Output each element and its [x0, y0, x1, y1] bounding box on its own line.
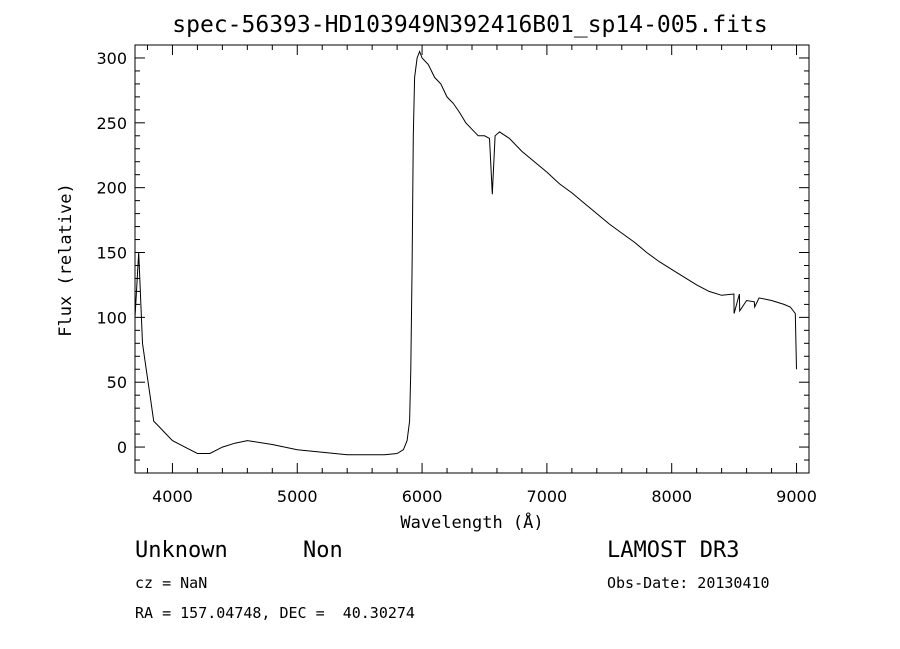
- x-tick-label: 5000: [277, 487, 318, 506]
- y-tick-label: 250: [96, 114, 127, 133]
- spectrum-line: [135, 50, 797, 456]
- x-tick-label: 4000: [152, 487, 193, 506]
- x-tick-label: 8000: [651, 487, 692, 506]
- y-tick-label: 200: [96, 179, 127, 198]
- y-tick-label: 300: [96, 49, 127, 68]
- chart-title: spec-56393-HD103949N392416B01_sp14-005.f…: [172, 12, 767, 38]
- x-tick-label: 6000: [402, 487, 443, 506]
- object-subclass: Non: [303, 538, 343, 563]
- y-tick-label: 0: [117, 438, 127, 457]
- y-tick-label: 50: [107, 373, 127, 392]
- y-tick-label: 150: [96, 244, 127, 263]
- x-axis-ticks: 4000 5000 6000 7000 8000 9000: [146, 45, 817, 506]
- object-class: Unknown: [135, 538, 228, 563]
- spectrum-series: [135, 50, 797, 456]
- x-tick-label: 7000: [527, 487, 568, 506]
- y-axis-label: Flux (relative): [56, 183, 76, 337]
- coordinates: RA = 157.04748, DEC = 40.30274: [135, 604, 415, 622]
- obs-date: Obs-Date: 20130410: [607, 574, 770, 592]
- survey-label: LAMOST DR3: [607, 538, 740, 563]
- y-tick-label: 100: [96, 308, 127, 327]
- cz-value: cz = NaN: [135, 574, 208, 592]
- x-axis-label: Wavelength (Å): [400, 511, 543, 533]
- x-tick-label: 9000: [776, 487, 817, 506]
- plot-frame: [134, 44, 810, 474]
- y-axis-ticks: 0 50 100 150 200 250 300: [96, 44, 809, 461]
